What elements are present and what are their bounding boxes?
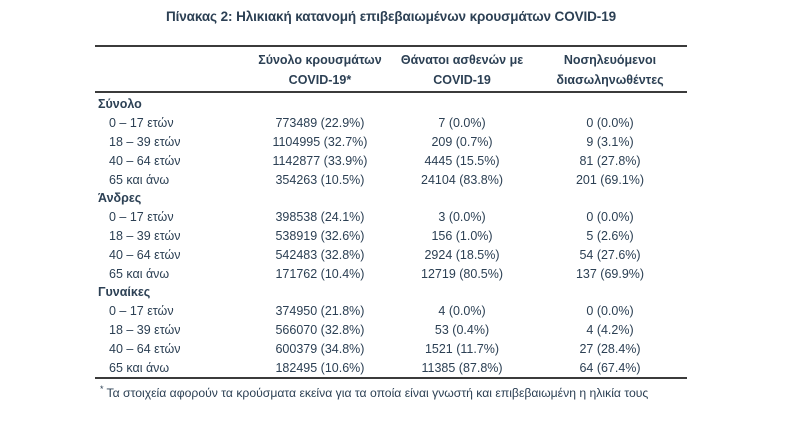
deaths-cell: 156 (1.0%) [431,228,493,243]
intubated-cell: 0 (0.0%) [586,210,634,225]
section-header-men: Άνδρες [95,189,687,208]
table-row: 40 – 64 ετών 600379 (34.8%) 1521 (11.7%)… [95,339,687,358]
table-row: 0 – 17 ετών 374950 (21.8%) 4 (0.0%) 0 (0… [95,302,687,321]
age-cell: 65 και άνω [109,360,170,375]
column-header-line: διασωληνωθέντες [556,73,664,87]
deaths-cell: 2924 (18.5%) [424,247,500,262]
cases-cell: 600379 (34.8%) [275,341,365,356]
covid-age-distribution-table: Σύνολο κρουσμάτων COVID-19* Θάνατοι ασθε… [95,45,687,400]
intubated-cell: 81 (27.8%) [579,153,641,168]
footnote-text: Τα στοιχεία αφορούν τα κρούσματα εκείνα … [106,386,649,401]
intubated-cell: 5 (2.6%) [586,228,634,243]
deaths-cell: 12719 (80.5%) [421,266,504,281]
deaths-cell: 4 (0.0%) [438,304,486,319]
intubated-cell: 4 (4.2%) [586,322,634,337]
intubated-cell: 9 (3.1%) [586,134,634,149]
table-header-row: Σύνολο κρουσμάτων COVID-19* Θάνατοι ασθε… [95,47,687,91]
column-header-total-cases: Σύνολο κρουσμάτων COVID-19* [249,50,391,90]
cases-cell: 542483 (32.8%) [275,247,365,262]
cases-cell: 538919 (32.6%) [275,228,365,243]
column-header-line: Θάνατοι ασθενών με [400,53,524,67]
deaths-cell: 209 (0.7%) [431,134,493,149]
age-cell: 40 – 64 ετών [109,153,181,168]
section-header-total: Σύνολο [95,95,687,114]
column-header-intubated: Νοσηλευόμενοι διασωληνωθέντες [533,50,687,90]
age-cell: 18 – 39 ετών [109,322,181,337]
cases-cell: 1104995 (32.7%) [272,134,368,149]
table-row: 0 – 17 ετών 773489 (22.9%) 7 (0.0%) 0 (0… [95,114,687,133]
column-header-line: Νοσηλευόμενοι [563,53,657,67]
deaths-cell: 53 (0.4%) [434,322,490,337]
cases-cell: 1142877 (33.9%) [272,153,368,168]
cases-cell: 566070 (32.8%) [275,322,365,337]
intubated-cell: 64 (67.4%) [579,360,641,375]
table-row: 40 – 64 ετών 542483 (32.8%) 2924 (18.5%)… [95,245,687,264]
table-title: Πίνακας 2: Ηλικιακή κατανομή επιβεβαιωμέ… [165,9,617,24]
table-row: 18 – 39 ετών 538919 (32.6%) 156 (1.0%) 5… [95,227,687,246]
table-row: 0 – 17 ετών 398538 (24.1%) 3 (0.0%) 0 (0… [95,208,687,227]
deaths-cell: 4445 (15.5%) [424,153,500,168]
intubated-cell: 27 (28.4%) [579,341,641,356]
deaths-cell: 1521 (11.7%) [424,341,500,356]
table-row: 18 – 39 ετών 1104995 (32.7%) 209 (0.7%) … [95,133,687,152]
column-header-line: COVID-19* [288,73,352,87]
cases-cell: 773489 (22.9%) [275,116,365,131]
table-row: 65 και άνω 182495 (10.6%) 11385 (87.8%) … [95,358,687,377]
footnote-marker: * [100,383,104,394]
deaths-cell: 24104 (83.8%) [421,172,504,187]
intubated-cell: 201 (69.1%) [575,172,645,187]
age-cell: 65 και άνω [109,266,170,281]
intubated-cell: 137 (69.9%) [575,266,645,281]
column-header-line: Σύνολο κρουσμάτων [258,53,382,67]
age-cell: 0 – 17 ετών [109,210,174,225]
cases-cell: 374950 (21.8%) [275,304,365,319]
intubated-cell: 0 (0.0%) [586,116,634,131]
table-header-rule [95,91,687,93]
column-header-line: COVID-19 [433,73,491,87]
age-cell: 0 – 17 ετών [109,304,174,319]
section-label: Άνδρες [98,191,142,206]
section-label: Γυναίκες [98,285,151,300]
table-row: 65 και άνω 354263 (10.5%) 24104 (83.8%) … [95,170,687,189]
section-header-women: Γυναίκες [95,283,687,302]
cases-cell: 182495 (10.6%) [275,360,365,375]
table-bottom-rule [95,376,687,379]
intubated-cell: 0 (0.0%) [586,304,634,319]
age-cell: 0 – 17 ετών [109,116,174,131]
deaths-cell: 3 (0.0%) [438,210,486,225]
table-top-rule [95,45,687,47]
deaths-cell: 7 (0.0%) [438,116,486,131]
column-header-deaths: Θάνατοι ασθενών με COVID-19 [391,50,533,90]
age-cell: 18 – 39 ετών [109,228,181,243]
age-cell: 18 – 39 ετών [109,134,181,149]
age-cell: 40 – 64 ετών [109,247,181,262]
age-cell: 40 – 64 ετών [109,341,181,356]
age-cell: 65 και άνω [109,172,170,187]
table-row: 40 – 64 ετών 1142877 (33.9%) 4445 (15.5%… [95,151,687,170]
deaths-cell: 11385 (87.8%) [421,360,503,375]
cases-cell: 398538 (24.1%) [275,210,365,225]
table-body: Σύνολο 0 – 17 ετών 773489 (22.9%) 7 (0.0… [95,93,687,377]
table-row: 65 και άνω 171762 (10.4%) 12719 (80.5%) … [95,264,687,283]
cases-cell: 171762 (10.4%) [275,266,365,281]
cases-cell: 354263 (10.5%) [275,172,365,187]
intubated-cell: 54 (27.6%) [579,247,641,262]
table-footnote: * Τα στοιχεία αφορούν τα κρούσματα εκείνα… [95,384,687,400]
table-row: 18 – 39 ετών 566070 (32.8%) 53 (0.4%) 4 … [95,321,687,340]
section-label: Σύνολο [98,97,142,112]
